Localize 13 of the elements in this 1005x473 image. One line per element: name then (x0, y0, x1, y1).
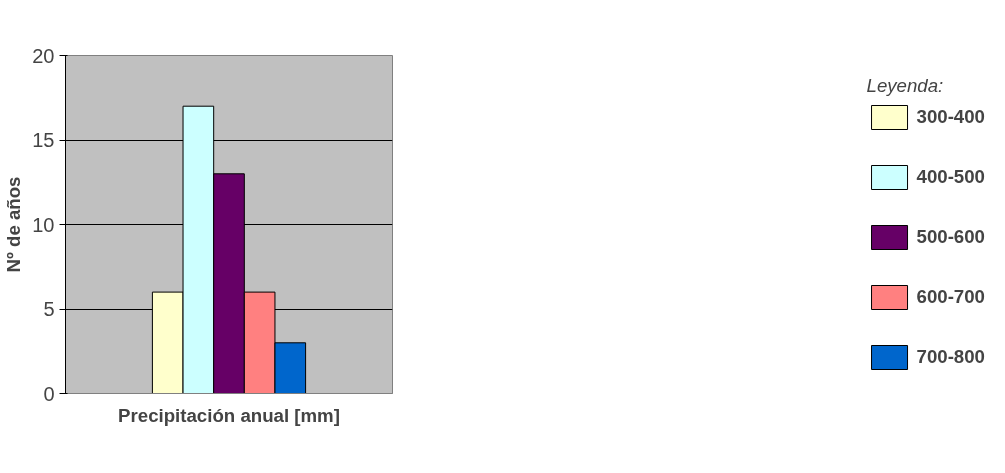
y-tick-label: 0 (43, 382, 55, 405)
y-tick-label: 5 (43, 298, 55, 320)
legend-title: Leyenda: (866, 75, 945, 97)
legend-label: 600-700 (916, 286, 985, 308)
legend-label: 500-600 (916, 226, 985, 248)
legend-label: 400-500 (916, 166, 985, 188)
y-tick-label: 15 (32, 129, 55, 151)
y-tick-label: 20 (32, 44, 55, 67)
x-axis-title: Precipitación anual [mm] (118, 404, 340, 426)
legend-label: 300-400 (916, 106, 985, 128)
legend-label: 700-800 (916, 346, 985, 368)
y-axis-title: Nº de años (3, 176, 25, 273)
y-tick-label: 10 (32, 213, 55, 236)
